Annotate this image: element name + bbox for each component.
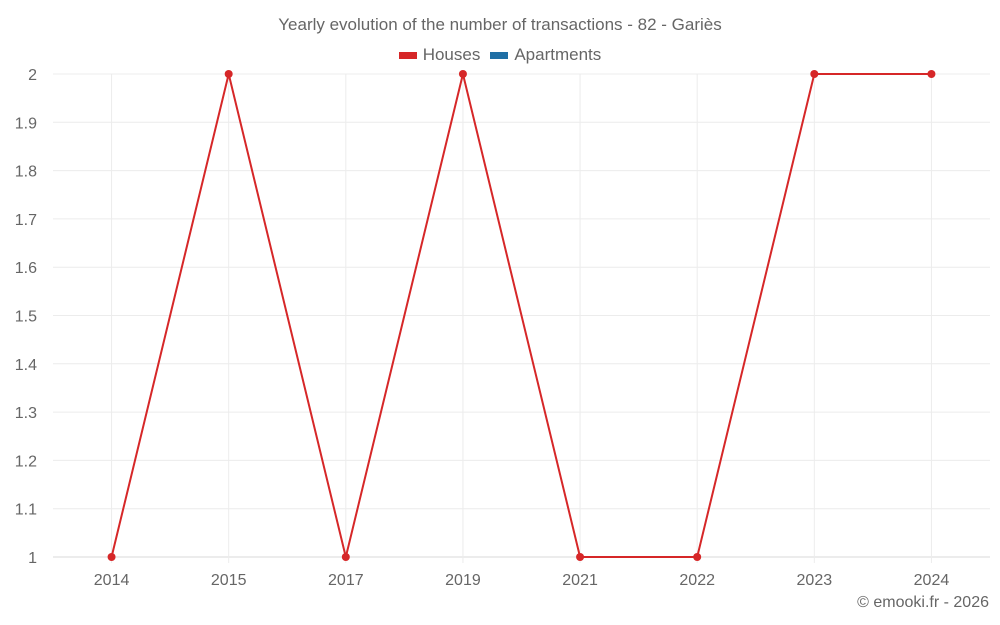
data-point: [927, 70, 936, 78]
y-tick-label: 1.7: [15, 212, 37, 229]
chart-legend: Houses Apartments: [0, 45, 1000, 65]
x-tick-label: 2017: [328, 572, 364, 589]
legend-item-houses[interactable]: Houses: [398, 45, 481, 65]
y-tick-label: 1.2: [15, 453, 37, 470]
series-line-houses: [110, 73, 932, 558]
y-tick-label: 1.1: [15, 502, 37, 519]
y-tick-label: 1.4: [15, 357, 37, 374]
data-point: [576, 553, 585, 561]
apartments-swatch-icon: [490, 51, 509, 59]
footer-credit: © emooki.fr - 2026: [857, 594, 989, 611]
data-point: [693, 553, 702, 561]
y-tick-label: 1.3: [15, 405, 37, 422]
y-tick-label: 1: [28, 550, 37, 567]
y-tick-label: 1.8: [15, 164, 37, 181]
y-tick-label: 1.5: [15, 309, 37, 326]
data-point: [458, 70, 467, 78]
y-tick-label: 2: [28, 67, 37, 84]
data-point: [224, 70, 233, 78]
houses-swatch-icon: [398, 51, 417, 59]
legend-apartments-label: Apartments: [514, 45, 602, 64]
legend-item-apartments[interactable]: Apartments: [490, 45, 601, 65]
y-tick-label: 1.6: [15, 260, 37, 277]
data-point: [107, 553, 116, 561]
data-point: [810, 70, 819, 78]
x-tick-label: 2021: [562, 572, 598, 589]
data-point: [341, 553, 350, 561]
x-tick-label: 2015: [211, 572, 247, 589]
x-tick-label: 2023: [797, 572, 833, 589]
x-tick-label: 2024: [914, 572, 950, 589]
x-tick-label: 2019: [445, 572, 481, 589]
x-tick-label: 2014: [94, 572, 130, 589]
y-tick-label: 1.9: [15, 115, 37, 132]
x-tick-label: 2022: [679, 572, 715, 589]
chart-title: Yearly evolution of the number of transa…: [278, 15, 722, 34]
legend-houses-label: Houses: [422, 45, 481, 64]
